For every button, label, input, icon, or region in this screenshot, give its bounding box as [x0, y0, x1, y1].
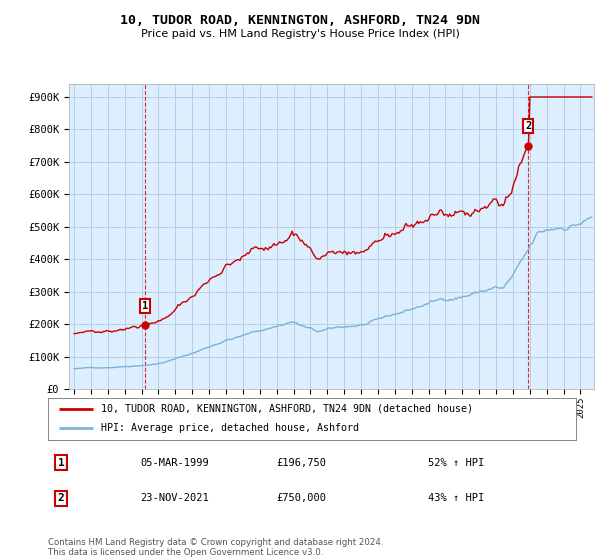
Text: £196,750: £196,750 [277, 458, 326, 468]
Text: 1: 1 [142, 301, 148, 311]
Text: £750,000: £750,000 [277, 493, 326, 503]
Text: HPI: Average price, detached house, Ashford: HPI: Average price, detached house, Ashf… [101, 423, 359, 433]
Text: 2: 2 [525, 121, 531, 131]
Text: 1: 1 [58, 458, 65, 468]
Text: 23-NOV-2021: 23-NOV-2021 [140, 493, 209, 503]
Text: Contains HM Land Registry data © Crown copyright and database right 2024.
This d: Contains HM Land Registry data © Crown c… [48, 538, 383, 557]
Text: Price paid vs. HM Land Registry's House Price Index (HPI): Price paid vs. HM Land Registry's House … [140, 29, 460, 39]
Text: 05-MAR-1999: 05-MAR-1999 [140, 458, 209, 468]
Text: 43% ↑ HPI: 43% ↑ HPI [428, 493, 484, 503]
Text: 52% ↑ HPI: 52% ↑ HPI [428, 458, 484, 468]
Text: 2: 2 [58, 493, 65, 503]
Text: 10, TUDOR ROAD, KENNINGTON, ASHFORD, TN24 9DN (detached house): 10, TUDOR ROAD, KENNINGTON, ASHFORD, TN2… [101, 404, 473, 414]
Text: 10, TUDOR ROAD, KENNINGTON, ASHFORD, TN24 9DN: 10, TUDOR ROAD, KENNINGTON, ASHFORD, TN2… [120, 14, 480, 27]
